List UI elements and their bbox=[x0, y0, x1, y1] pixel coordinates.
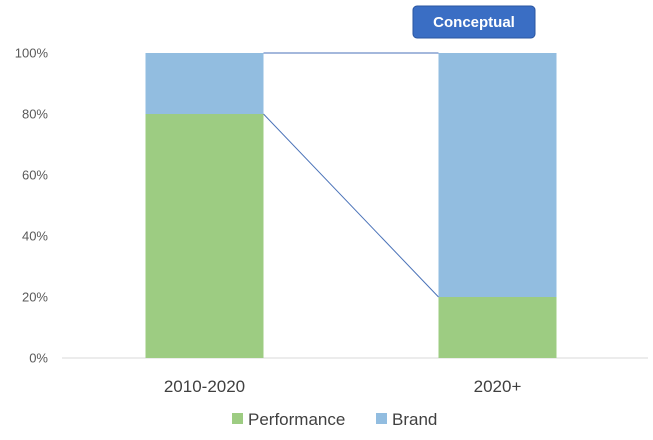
category-label: 2020+ bbox=[474, 377, 522, 396]
y-tick-label: 20% bbox=[22, 290, 48, 305]
y-tick-label: 40% bbox=[22, 229, 48, 244]
y-tick-label: 100% bbox=[15, 46, 49, 61]
y-tick-label: 60% bbox=[22, 168, 48, 183]
y-axis-ticks: 0% 20% 40% 60% 80% 100% bbox=[15, 46, 49, 366]
conceptual-badge-label: Conceptual bbox=[433, 14, 515, 31]
conceptual-badge: Conceptual bbox=[412, 5, 536, 39]
y-tick-label: 80% bbox=[22, 107, 48, 122]
series-line-performance bbox=[263, 113, 439, 298]
bar-performance-1 bbox=[438, 297, 557, 358]
legend-label: Brand bbox=[392, 410, 437, 429]
legend-label: Performance bbox=[248, 410, 345, 429]
legend: Performance Brand bbox=[232, 410, 437, 429]
bar-performance-0 bbox=[145, 114, 264, 358]
category-labels: 2010-2020 2020+ bbox=[164, 377, 522, 396]
y-tick-label: 0% bbox=[29, 351, 48, 366]
legend-swatch-performance bbox=[232, 413, 243, 424]
legend-swatch-brand bbox=[376, 413, 387, 424]
category-label: 2010-2020 bbox=[164, 377, 245, 396]
series-connector-lines bbox=[263, 52, 439, 298]
bars bbox=[145, 53, 557, 358]
bar-brand-1 bbox=[438, 53, 557, 297]
bar-brand-0 bbox=[145, 53, 264, 114]
